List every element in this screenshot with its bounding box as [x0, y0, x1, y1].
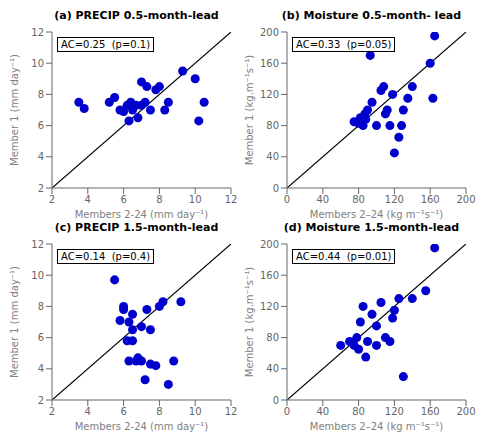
svg-text:120: 120	[385, 406, 404, 417]
svg-text:6: 6	[120, 194, 126, 205]
svg-text:40: 40	[266, 151, 279, 162]
svg-text:Members 2-24 (mm day⁻¹): Members 2-24 (mm day⁻¹)	[75, 209, 209, 220]
html-text:(c) PRECIP 1.5-month-lead: (c) PRECIP 1.5-month-lead	[54, 221, 219, 234]
svg-text:40: 40	[316, 194, 329, 205]
svg-text:10: 10	[31, 270, 44, 281]
html-text:(a) PRECIP 0.5-month-lead: (a) PRECIP 0.5-month-lead	[54, 9, 219, 22]
html-text:(b) Moisture 0.5-month- lead: (b) Moisture 0.5-month- lead	[281, 9, 462, 22]
svg-text:80: 80	[266, 120, 279, 131]
svg-text:8: 8	[156, 194, 162, 205]
svg-text:120: 120	[260, 89, 279, 100]
svg-text:160: 160	[421, 194, 440, 205]
svg-text:120: 120	[385, 194, 404, 205]
svg-text:4: 4	[38, 151, 44, 162]
svg-text:Member 1 (kg.m⁻¹s⁻¹): Member 1 (kg.m⁻¹s⁻¹)	[244, 267, 255, 378]
svg-text:6: 6	[38, 332, 44, 343]
svg-text:8: 8	[38, 301, 44, 312]
svg-text:2: 2	[38, 395, 44, 406]
svg-text:10: 10	[31, 58, 44, 69]
svg-text:0: 0	[273, 395, 279, 406]
svg-text:160: 160	[260, 58, 279, 69]
svg-text:8: 8	[156, 406, 162, 417]
svg-text:12: 12	[225, 406, 238, 417]
svg-text:12: 12	[31, 239, 44, 250]
svg-text:8: 8	[38, 89, 44, 100]
html-text:AC=0.25 (p=0.1): AC=0.25 (p=0.1)	[61, 39, 151, 50]
svg-text:6: 6	[120, 406, 126, 417]
svg-text:80: 80	[266, 332, 279, 343]
svg-text:12: 12	[225, 194, 238, 205]
svg-text:160: 160	[260, 270, 279, 281]
svg-text:4: 4	[85, 406, 91, 417]
svg-text:200: 200	[456, 406, 475, 417]
svg-text:Members 2-24 (mm day⁻¹): Members 2-24 (mm day⁻¹)	[75, 421, 209, 432]
svg-text:80: 80	[352, 406, 365, 417]
svg-text:12: 12	[31, 27, 44, 38]
svg-text:0: 0	[284, 406, 290, 417]
svg-text:2: 2	[38, 183, 44, 194]
svg-text:200: 200	[260, 239, 279, 250]
html-text:(d) Moisture 1.5-month-lead: (d) Moisture 1.5-month-lead	[283, 221, 460, 234]
svg-text:2: 2	[49, 194, 55, 205]
svg-text:10: 10	[189, 406, 202, 417]
svg-text:40: 40	[316, 406, 329, 417]
svg-text:200: 200	[456, 194, 475, 205]
svg-text:0: 0	[273, 183, 279, 194]
html-text:AC=0.14 (p=0.4): AC=0.14 (p=0.4)	[61, 251, 151, 262]
svg-text:Member 1 (mm day⁻¹): Member 1 (mm day⁻¹)	[9, 54, 20, 166]
html-text:AC=0.33 (p=0.05): AC=0.33 (p=0.05)	[296, 39, 392, 50]
svg-text:40: 40	[266, 363, 279, 374]
svg-text:160: 160	[421, 406, 440, 417]
svg-text:Members 2–24 (kg m⁻¹s⁻¹): Members 2–24 (kg m⁻¹s⁻¹)	[310, 421, 444, 432]
svg-text:80: 80	[352, 194, 365, 205]
svg-text:6: 6	[38, 120, 44, 131]
svg-text:200: 200	[260, 27, 279, 38]
svg-text:0: 0	[284, 194, 290, 205]
html-text:AC=0.44 (p=0.01): AC=0.44 (p=0.01)	[296, 251, 392, 262]
svg-text:4: 4	[85, 194, 91, 205]
svg-text:10: 10	[189, 194, 202, 205]
svg-text:4: 4	[38, 363, 44, 374]
svg-text:Members 2–24 (kg m⁻¹s⁻¹): Members 2–24 (kg m⁻¹s⁻¹)	[310, 209, 444, 220]
svg-text:Member 1 (kg.m⁻¹s⁻¹): Member 1 (kg.m⁻¹s⁻¹)	[244, 55, 255, 166]
svg-text:Member 1 (mm day⁻¹): Member 1 (mm day⁻¹)	[9, 266, 20, 378]
svg-text:2: 2	[49, 406, 55, 417]
svg-text:120: 120	[260, 301, 279, 312]
